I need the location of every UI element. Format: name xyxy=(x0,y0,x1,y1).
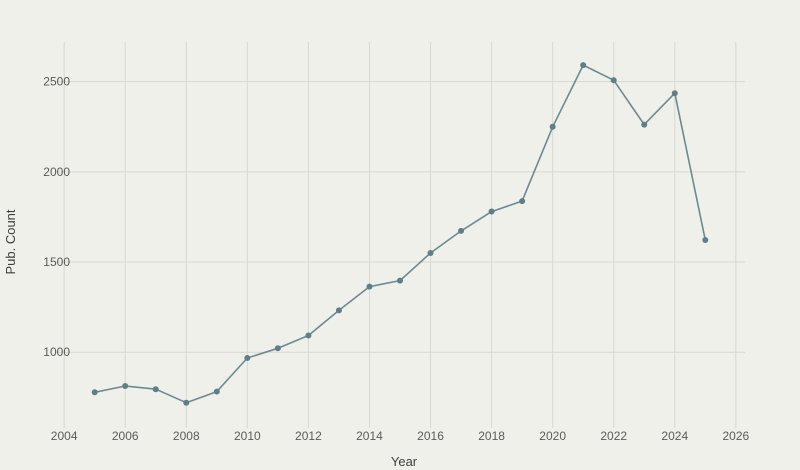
data-point xyxy=(519,198,526,205)
x-tick-label: 2006 xyxy=(112,429,139,443)
data-point xyxy=(366,283,373,290)
y-axis-title: Pub. Count xyxy=(3,209,18,274)
data-point xyxy=(274,345,281,352)
data-point xyxy=(671,90,678,97)
x-tick-label: 2024 xyxy=(661,429,688,443)
x-tick-label: 2026 xyxy=(722,429,749,443)
x-tick-label: 2012 xyxy=(295,429,322,443)
data-point xyxy=(244,355,251,362)
data-point xyxy=(91,389,98,396)
data-point xyxy=(335,307,342,314)
data-point xyxy=(122,382,129,389)
tick-labels-layer: 2004 2006 2008 2010 2012 2014 2016 2018 2020 2022… xyxy=(43,75,749,443)
data-point xyxy=(458,227,465,234)
x-axis-title: Year xyxy=(391,454,418,469)
data-point xyxy=(702,237,709,244)
data-point xyxy=(183,399,190,406)
data-points-layer xyxy=(91,62,709,406)
data-point xyxy=(641,121,648,128)
data-point xyxy=(152,386,159,393)
y-tick-label: 2500 xyxy=(43,75,70,89)
x-tick-label: 2004 xyxy=(51,429,78,443)
y-tick-label: 2000 xyxy=(43,165,70,179)
x-tick-label: 2008 xyxy=(173,429,200,443)
x-tick-label: 2020 xyxy=(539,429,566,443)
data-point xyxy=(488,208,495,215)
x-tick-label: 2010 xyxy=(234,429,261,443)
y-tick-label: 1000 xyxy=(43,345,70,359)
x-tick-label: 2018 xyxy=(478,429,505,443)
data-point xyxy=(549,123,556,130)
data-point xyxy=(610,77,617,84)
grid-layer xyxy=(55,42,745,428)
data-point xyxy=(213,388,220,395)
data-point xyxy=(397,277,403,284)
data-point xyxy=(305,332,312,339)
y-tick-label: 1500 xyxy=(43,255,70,269)
data-point xyxy=(580,62,587,69)
x-tick-label: 2016 xyxy=(417,429,444,443)
x-tick-label: 2014 xyxy=(356,429,383,443)
x-tick-label: 2022 xyxy=(600,429,627,443)
data-point xyxy=(427,250,434,257)
